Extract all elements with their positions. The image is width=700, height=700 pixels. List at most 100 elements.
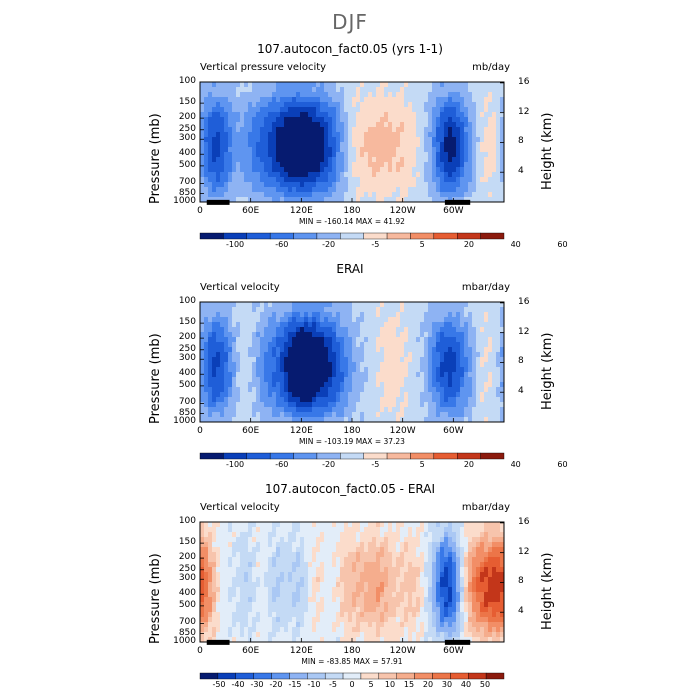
- heatmap-cell: [480, 362, 485, 368]
- heatmap-cell: [320, 97, 325, 103]
- heatmap-cell: [240, 577, 245, 583]
- heatmap-cell: [356, 177, 361, 183]
- heatmap-cell: [428, 337, 433, 343]
- heatmap-cell: [204, 332, 209, 338]
- heatmap-cell: [292, 577, 297, 583]
- heatmap-cell: [436, 97, 441, 103]
- heatmap-cell: [336, 337, 341, 343]
- heatmap-cell: [352, 317, 357, 323]
- heatmap-cell: [436, 177, 441, 183]
- heatmap-cell: [320, 362, 325, 368]
- heatmap-cell: [376, 97, 381, 103]
- heatmap-cell: [328, 547, 333, 553]
- heatmap-cell: [500, 332, 505, 338]
- heatmap-cell: [296, 107, 301, 113]
- heatmap-cell: [464, 412, 469, 418]
- heatmap-cell: [376, 107, 381, 113]
- heatmap-cell: [352, 537, 357, 543]
- heatmap-cell: [324, 367, 329, 373]
- heatmap-cell: [376, 137, 381, 143]
- heatmap-cell: [276, 307, 281, 313]
- heatmap-cell: [260, 567, 265, 573]
- heatmap-cell: [412, 152, 417, 158]
- heatmap-cell: [348, 92, 353, 98]
- heatmap-cell: [336, 417, 341, 423]
- heatmap-cell: [476, 377, 481, 383]
- heatmap-cell: [276, 172, 281, 178]
- heatmap-cell: [400, 117, 405, 123]
- heatmap-cell: [252, 567, 257, 573]
- heatmap-cell: [488, 392, 493, 398]
- heatmap-cell: [244, 322, 249, 328]
- heatmap-cell: [368, 377, 373, 383]
- heatmap-cell: [424, 382, 429, 388]
- heatmap-cell: [252, 307, 257, 313]
- heatmap-cell: [384, 82, 389, 88]
- heatmap-cell: [296, 112, 301, 118]
- heatmap-cell: [348, 197, 353, 203]
- heatmap-cell: [228, 132, 233, 138]
- heatmap-cell: [268, 377, 273, 383]
- heatmap-cell: [260, 527, 265, 533]
- heatmap-cell: [216, 92, 221, 98]
- heatmap-cell: [464, 302, 469, 308]
- heatmap-cell: [380, 82, 385, 88]
- heatmap-cell: [264, 582, 269, 588]
- heatmap-cell: [468, 387, 473, 393]
- heatmap-cell: [228, 377, 233, 383]
- heatmap-cell: [324, 137, 329, 143]
- heatmap-cell: [264, 307, 269, 313]
- heatmap-cell: [416, 112, 421, 118]
- heatmap-cell: [488, 312, 493, 318]
- heatmap-cell: [228, 627, 233, 633]
- panel-title: ERAI: [336, 262, 364, 276]
- heatmap-cell: [224, 542, 229, 548]
- heatmap-cell: [364, 307, 369, 313]
- heatmap-cell: [288, 307, 293, 313]
- heatmap-cell: [252, 547, 257, 553]
- heatmap-cell: [332, 137, 337, 143]
- heatmap-cell: [200, 152, 205, 158]
- heatmap-cell: [336, 167, 341, 173]
- heatmap-cell: [292, 307, 297, 313]
- heatmap-cell: [340, 597, 345, 603]
- heatmap-cell: [400, 322, 405, 328]
- heatmap-cell: [264, 597, 269, 603]
- heatmap-cell: [480, 332, 485, 338]
- heatmap-cell: [244, 572, 249, 578]
- heatmap-cell: [240, 147, 245, 153]
- heatmap-cell: [272, 572, 277, 578]
- heatmap-cell: [340, 122, 345, 128]
- heatmap-cell: [332, 397, 337, 403]
- heatmap-cell: [272, 402, 277, 408]
- heatmap-cell: [304, 82, 309, 88]
- heatmap-cell: [368, 132, 373, 138]
- heatmap-cell: [348, 82, 353, 88]
- heatmap-cell: [204, 127, 209, 133]
- heatmap-cell: [228, 342, 233, 348]
- heatmap-cell: [248, 122, 253, 128]
- heatmap-cell: [444, 142, 449, 148]
- heatmap-cell: [408, 337, 413, 343]
- heatmap-cell: [260, 602, 265, 608]
- heatmap-cell: [492, 332, 497, 338]
- heatmap-cell: [264, 337, 269, 343]
- heatmap-cell: [368, 302, 373, 308]
- heatmap-cell: [308, 542, 313, 548]
- heatmap-cell: [224, 137, 229, 143]
- heatmap-cell: [228, 357, 233, 363]
- heatmap-cell: [256, 637, 261, 643]
- heatmap-cell: [452, 107, 457, 113]
- heatmap-cell: [284, 87, 289, 93]
- heatmap-cell: [288, 522, 293, 528]
- heatmap-cell: [288, 337, 293, 343]
- heatmap-cell: [240, 157, 245, 163]
- heatmap-cell: [448, 82, 453, 88]
- heatmap-cell: [404, 87, 409, 93]
- heatmap-cell: [264, 137, 269, 143]
- heatmap-cell: [356, 152, 361, 158]
- heatmap-cell: [208, 172, 213, 178]
- heatmap-cell: [356, 557, 361, 563]
- heatmap-cell: [296, 87, 301, 93]
- heatmap-cell: [280, 577, 285, 583]
